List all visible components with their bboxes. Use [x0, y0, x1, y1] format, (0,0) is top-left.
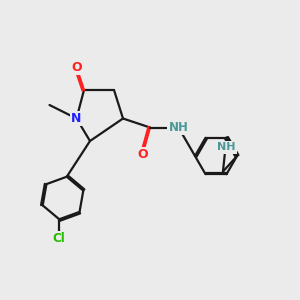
Text: O: O: [71, 61, 82, 74]
Text: NH: NH: [217, 142, 236, 152]
Text: N: N: [71, 112, 82, 125]
Text: NH: NH: [169, 121, 188, 134]
Text: O: O: [137, 148, 148, 161]
Text: Cl: Cl: [53, 232, 66, 245]
